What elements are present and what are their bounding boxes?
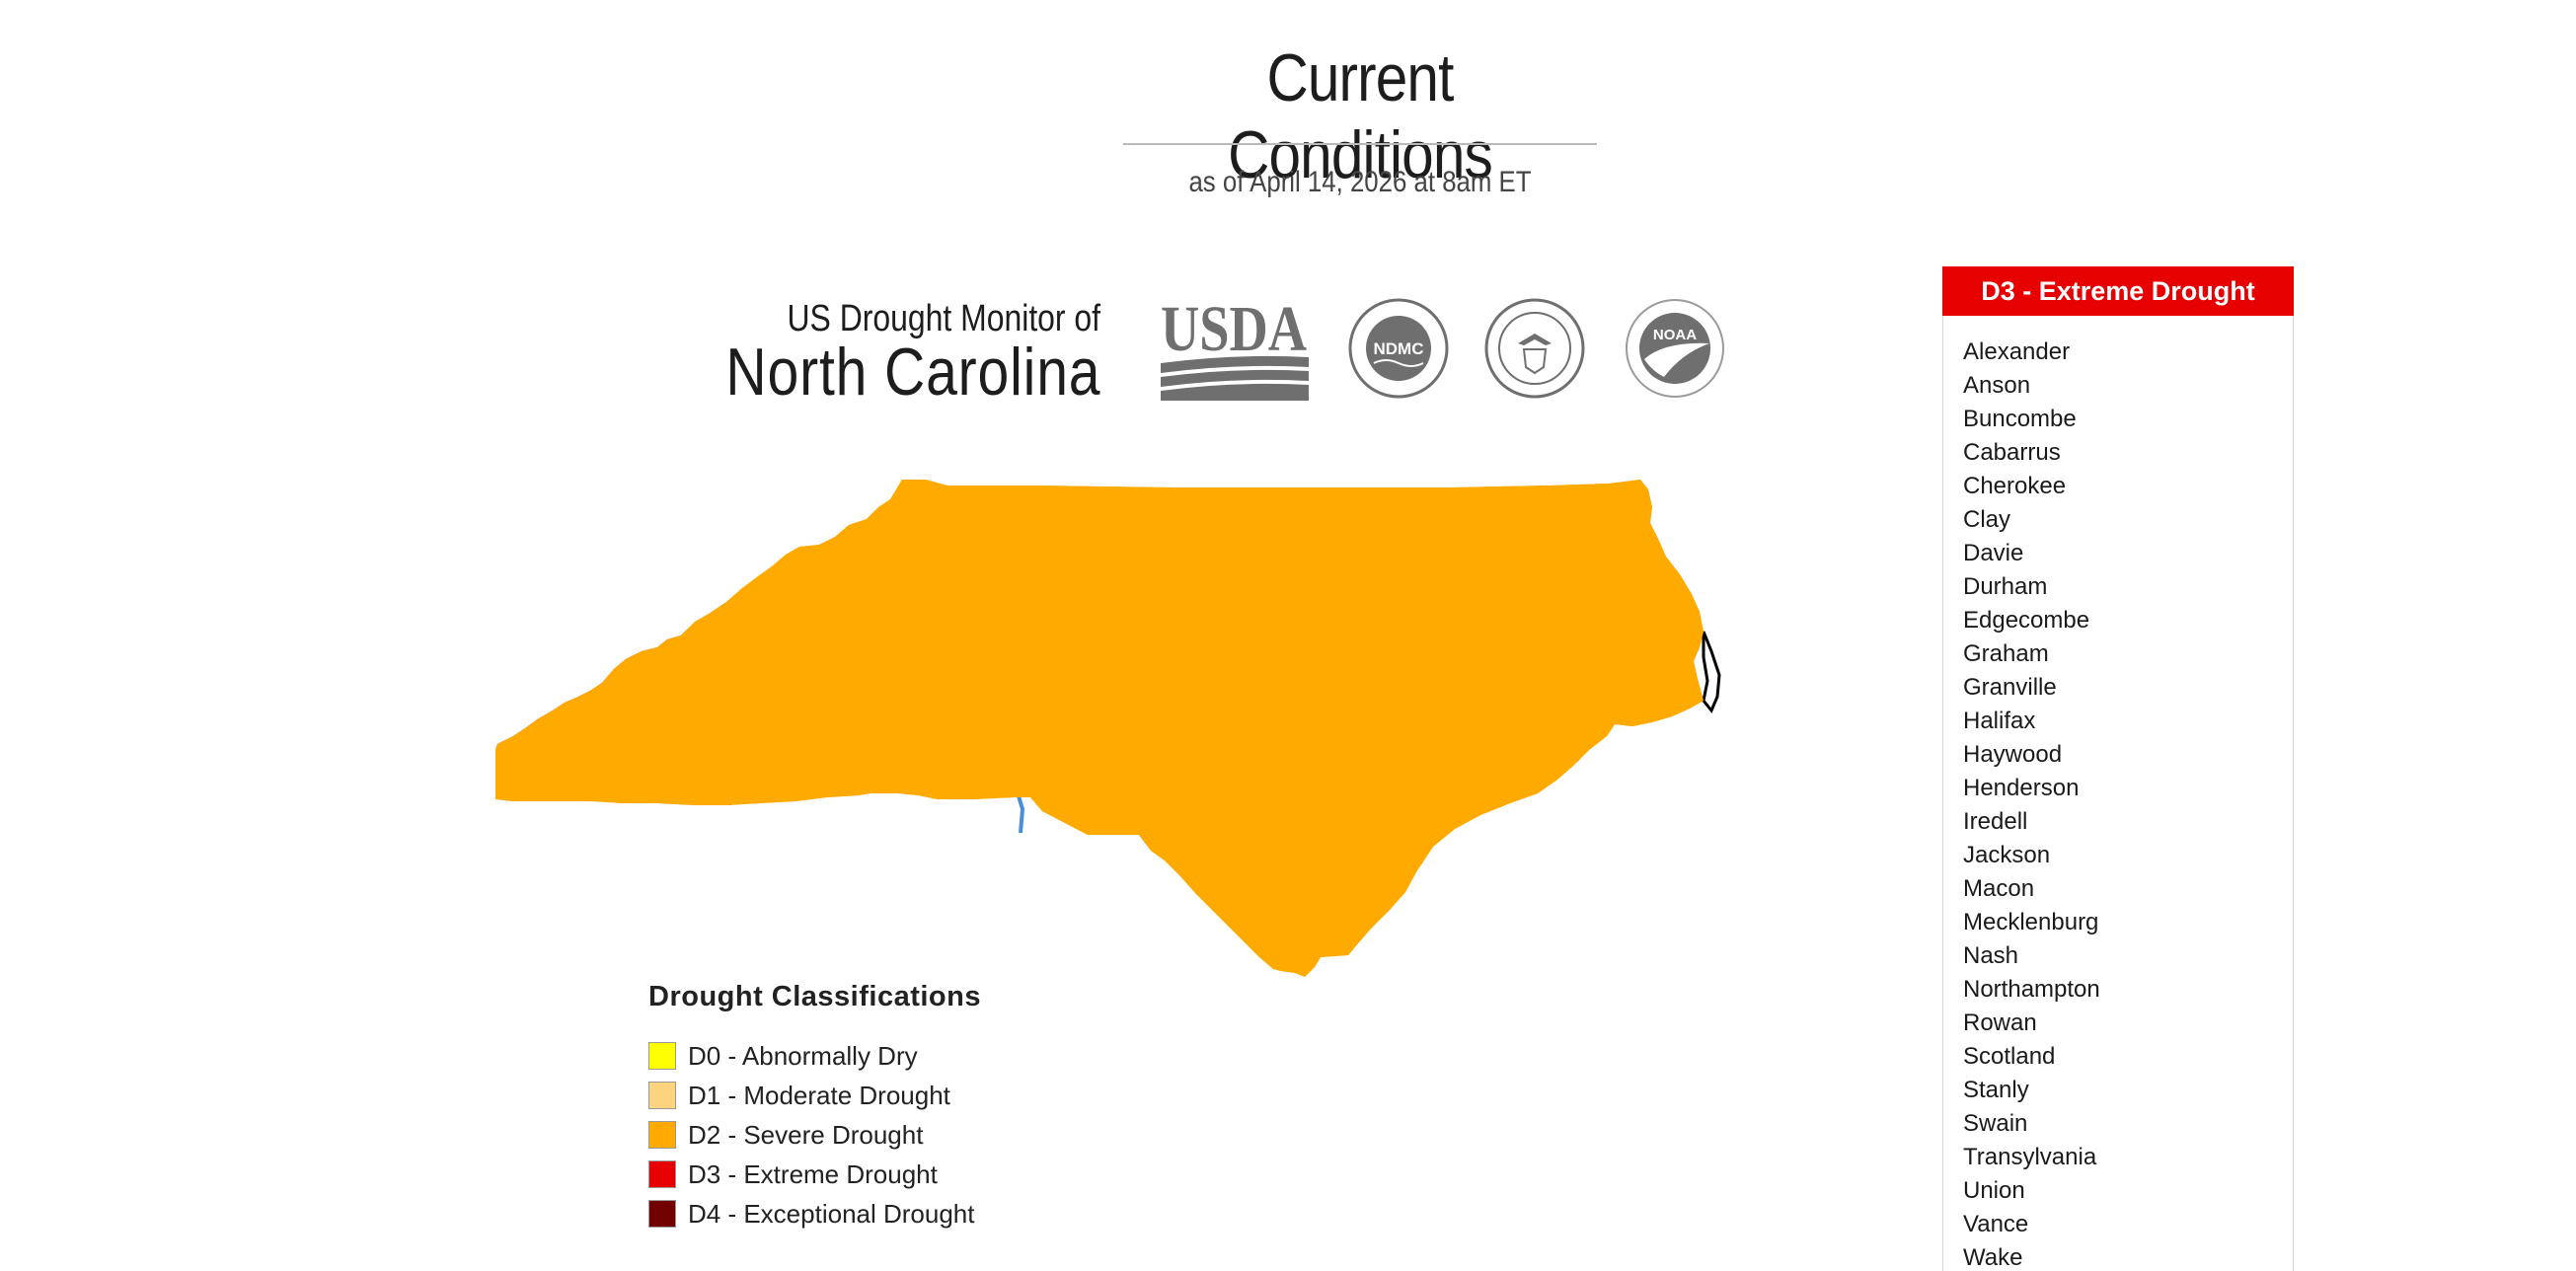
list-item: Clay (1963, 506, 2011, 533)
list-item: Granville (1963, 674, 2057, 701)
list-item: Davie (1963, 540, 2024, 566)
page-subtitle: as of April 14, 2026 at 8am ET (1188, 166, 1532, 198)
list-item: Mecklenburg (1963, 909, 2099, 935)
list-item: Edgecombe (1963, 607, 2090, 634)
list-item: Vance (1963, 1211, 2029, 1237)
legend-swatch-d2 (648, 1121, 676, 1149)
noaa-logo: NOAA (1626, 299, 1724, 398)
legend-item-d1: D1 - Moderate Drought (648, 1076, 974, 1115)
legend-swatch-d1 (648, 1082, 676, 1109)
legend-label: D2 - Severe Drought (688, 1119, 924, 1150)
list-item: Union (1963, 1177, 2025, 1204)
legend-label: D0 - Abnormally Dry (688, 1040, 918, 1071)
legend-item-d3: D3 - Extreme Drought (648, 1155, 974, 1194)
list-item: Scotland (1963, 1043, 2056, 1070)
legend-item-d2: D2 - Severe Drought (648, 1115, 974, 1155)
county-panel: D3 - Extreme Drought Alexander Anson Bun… (1942, 266, 2294, 1271)
svg-text:USDA: USDA (1161, 296, 1307, 365)
list-item: Macon (1963, 875, 2035, 902)
legend-swatch-d0 (648, 1042, 676, 1070)
list-item: Cabarrus (1963, 439, 2061, 466)
svg-text:NDMC: NDMC (1374, 339, 1424, 358)
list-item: Graham (1963, 640, 2049, 667)
brand-state: North Carolina (724, 335, 1100, 410)
legend-swatch-d3 (648, 1160, 676, 1188)
county-list: Alexander Anson Buncombe Cabarrus Cherok… (1943, 316, 2293, 1271)
list-item: Stanly (1963, 1077, 2029, 1103)
list-item: Durham (1963, 573, 2048, 600)
panel-header: D3 - Extreme Drought (1942, 266, 2294, 316)
legend-title: Drought Classifications (648, 981, 981, 1012)
usda-logo: USDA (1161, 296, 1309, 401)
list-item: Henderson (1963, 775, 2080, 801)
list-item: Anson (1963, 372, 2031, 399)
list-item: Swain (1963, 1110, 2028, 1137)
svg-text:NOAA: NOAA (1653, 327, 1697, 343)
legend: D0 - Abnormally Dry D1 - Moderate Drough… (648, 1036, 974, 1234)
legend-label: D4 - Exceptional Drought (688, 1198, 975, 1229)
brand-line: US Drought Monitor of (787, 298, 1100, 339)
commerce-seal-logo (1484, 298, 1585, 399)
page-title: Current Conditions (1228, 40, 1493, 192)
list-item: Halifax (1963, 708, 2036, 734)
legend-item-d0: D0 - Abnormally Dry (648, 1036, 974, 1076)
list-item: Northampton (1963, 976, 2100, 1003)
list-item: Wake (1963, 1244, 2023, 1271)
list-item: Buncombe (1963, 406, 2077, 432)
list-item: Transylvania (1963, 1144, 2097, 1170)
legend-label: D1 - Moderate Drought (688, 1080, 950, 1110)
list-item: Nash (1963, 942, 2019, 969)
title-divider (1123, 143, 1597, 145)
drought-map (484, 464, 1721, 997)
list-item: Iredell (1963, 808, 2028, 835)
list-item: Rowan (1963, 1009, 2037, 1036)
list-item: Cherokee (1963, 473, 2067, 499)
ndmc-logo: NDMC (1348, 298, 1449, 399)
list-item: Alexander (1963, 338, 2071, 365)
list-item: Haywood (1963, 741, 2063, 768)
legend-swatch-d4 (648, 1200, 676, 1228)
legend-label: D3 - Extreme Drought (688, 1159, 938, 1189)
legend-item-d4: D4 - Exceptional Drought (648, 1194, 974, 1234)
list-item: Jackson (1963, 842, 2051, 868)
